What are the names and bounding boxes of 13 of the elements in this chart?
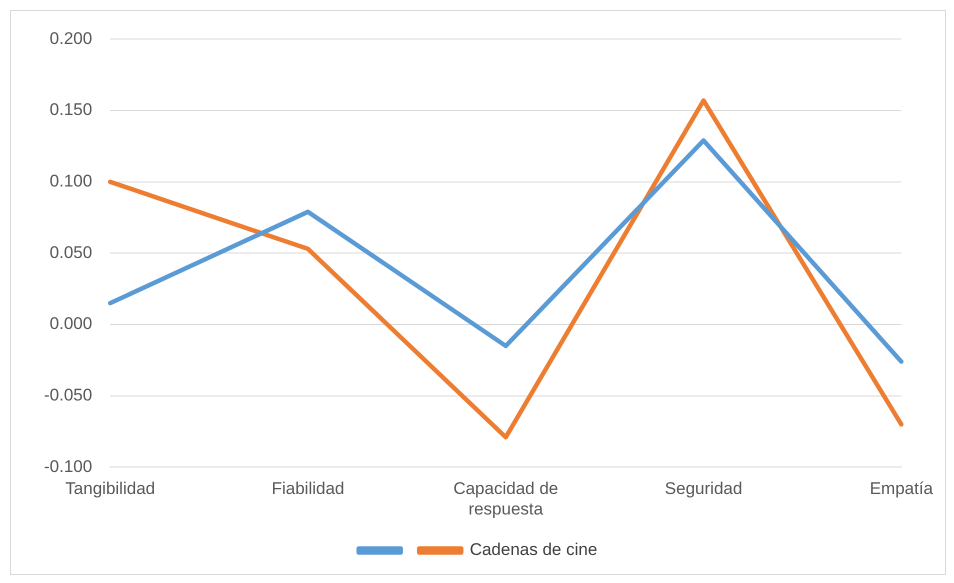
x-tick-label: Capacidad de respuesta	[453, 479, 558, 518]
y-tick-label: 0.050	[50, 242, 92, 262]
y-tick-label: 0.200	[50, 28, 92, 48]
x-tick-label: Fiabilidad	[272, 479, 344, 498]
legend-label: Cadenas de cine	[470, 540, 598, 560]
y-tick-label: -0.050	[44, 386, 92, 405]
y-tick-label: 0.150	[50, 100, 92, 120]
x-tick-label: Seguridad	[664, 479, 742, 498]
y-tick-label: 0.000	[50, 314, 92, 334]
y-tick-label: -0.100	[44, 456, 92, 476]
y-tick-label: 0.100	[50, 172, 92, 191]
x-tick-label: Empatía	[870, 479, 934, 498]
x-tick-label: Tangibilidad	[65, 479, 156, 498]
